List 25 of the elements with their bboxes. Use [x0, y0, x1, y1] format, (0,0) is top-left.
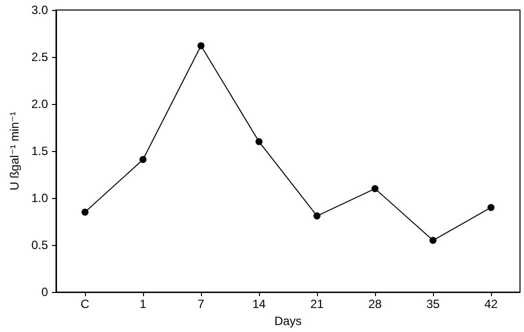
x-tick-label: 7	[198, 297, 205, 312]
point	[314, 212, 320, 220]
y-tick-label: 2.0	[31, 97, 48, 112]
y-tick-label: 3.0	[31, 3, 48, 17]
x-tick-label: C	[80, 297, 90, 312]
x-tick-label: 42	[484, 297, 498, 312]
y-tick-label: 2.5	[31, 50, 48, 64]
point	[488, 204, 494, 211]
x-tick-label: 14	[252, 297, 266, 312]
point	[256, 138, 262, 146]
x-axis-title: Days	[274, 314, 302, 328]
point	[82, 208, 88, 216]
x-tick-label: 21	[310, 297, 324, 312]
point	[198, 42, 204, 50]
x-tick-label: 28	[368, 297, 382, 312]
y-tick-label: 1.5	[31, 144, 48, 158]
y-tick-label: 1.0	[31, 191, 48, 206]
x-tick-label: 35	[426, 297, 440, 312]
y-tick-label: 0.5	[31, 238, 48, 252]
y-axis-title: U ßgal⁻¹ min⁻¹	[7, 112, 22, 190]
point	[430, 236, 436, 244]
x-tick-label: 1	[140, 297, 147, 312]
point	[140, 156, 146, 164]
y-tick-label: 0	[41, 285, 48, 300]
point	[372, 185, 378, 192]
